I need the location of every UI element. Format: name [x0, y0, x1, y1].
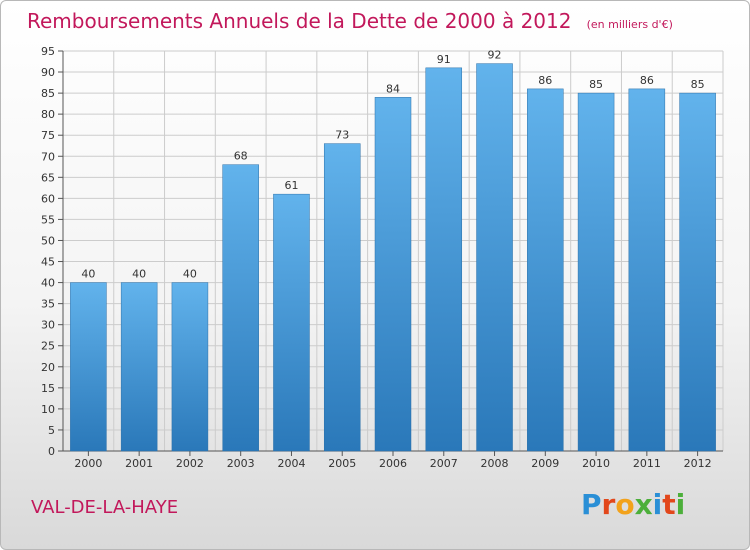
logo-letter: i [652, 488, 663, 521]
y-tick-label: 0 [48, 445, 55, 458]
bar [374, 97, 412, 452]
bar [323, 143, 361, 452]
logo-letter: x [634, 488, 653, 521]
bar-value-label: 68 [234, 150, 248, 163]
bar-value-label: 61 [284, 179, 298, 192]
bar [527, 88, 564, 452]
y-tick-label: 10 [41, 403, 55, 416]
x-tick-label: 2000 [74, 457, 102, 470]
logo-letter: r [601, 488, 616, 521]
x-tick-label: 2007 [430, 457, 458, 470]
y-tick-label: 35 [41, 298, 55, 311]
y-tick-label: 5 [48, 424, 55, 437]
y-tick-label: 85 [41, 87, 55, 100]
y-tick-label: 65 [41, 171, 55, 184]
y-tick-label: 80 [41, 108, 55, 121]
bar [628, 88, 666, 452]
y-tick-label: 55 [41, 213, 55, 226]
x-tick-label: 2008 [481, 457, 509, 470]
y-tick-label: 50 [41, 234, 55, 247]
chart-title: Remboursements Annuels de la Dette de 20… [27, 9, 572, 33]
y-tick-label: 40 [41, 277, 55, 290]
chart-unit-note: (en milliers d'€) [586, 18, 673, 31]
bar [577, 92, 615, 452]
x-tick-label: 2010 [582, 457, 610, 470]
bar-value-label: 86 [538, 74, 552, 87]
logo-letter: o [615, 488, 635, 521]
bar-value-label: 85 [589, 78, 603, 91]
data-labels: 40 40 40 68 61 73 84 91 92 86 85 86 85 [81, 49, 704, 281]
bars [70, 63, 716, 452]
bar [171, 282, 209, 452]
y-tick-label: 75 [41, 129, 55, 142]
bar-value-label: 40 [81, 268, 95, 281]
y-tick-label: 95 [41, 45, 55, 58]
x-tick-label: 2002 [176, 457, 204, 470]
proxiti-logo: Proxiti [581, 488, 685, 521]
y-tick-label: 70 [41, 150, 55, 163]
y-tick-label: 25 [41, 340, 55, 353]
bar-value-label: 86 [640, 74, 654, 87]
bar-value-label: 73 [335, 129, 349, 142]
bar-value-label: 92 [488, 49, 502, 62]
bar-value-label: 40 [132, 268, 146, 281]
y-tick-label: 90 [41, 66, 55, 79]
logo-letter: P [581, 488, 602, 521]
x-tick-label: 2009 [531, 457, 559, 470]
x-tick-label: 2011 [633, 457, 661, 470]
x-tick-label: 2005 [328, 457, 356, 470]
logo-letter: t [662, 488, 676, 521]
bar-value-label: 84 [386, 82, 400, 95]
x-tick-label: 2003 [227, 457, 255, 470]
bar [70, 282, 107, 452]
commune-name: VAL-DE-LA-HAYE [31, 497, 179, 518]
bar [222, 164, 259, 452]
chart-title-block: Remboursements Annuels de la Dette de 20… [27, 9, 673, 33]
bar-value-label: 91 [437, 53, 451, 66]
bar-value-label: 85 [691, 78, 705, 91]
x-tick-label: 2001 [125, 457, 153, 470]
axes: 0 5 10 15 20 25 30 35 40 45 50 55 60 65 70 75 80 85 90 95 20… [41, 45, 723, 470]
bar [425, 67, 463, 452]
x-tick-label: 2004 [277, 457, 305, 470]
x-tick-label: 2006 [379, 457, 407, 470]
bar [679, 92, 716, 452]
y-tick-label: 60 [41, 192, 55, 205]
y-tick-label: 45 [41, 256, 55, 269]
y-tick-label: 20 [41, 361, 55, 374]
bar [476, 63, 513, 452]
y-tick-label: 30 [41, 319, 55, 332]
logo-letter: i [675, 488, 686, 521]
bar-value-label: 40 [183, 268, 197, 281]
x-tick-label: 2012 [684, 457, 712, 470]
y-tick-label: 15 [41, 382, 55, 395]
bar [120, 282, 158, 452]
bar [273, 193, 310, 452]
